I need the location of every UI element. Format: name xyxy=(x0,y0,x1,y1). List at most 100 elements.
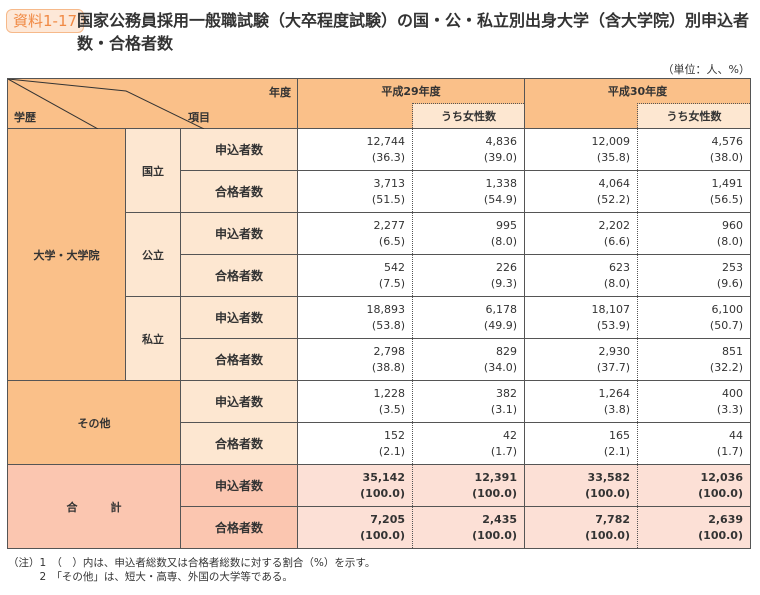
subcategory-cell: 私立 xyxy=(125,296,181,381)
data-cell: 12,391 (100.0) xyxy=(412,464,525,507)
footnote: （注）1 （ ）内は、申込者総数又は合格者総数に対する割合（%）を示す。 xyxy=(8,557,376,569)
count-value: 4,576 xyxy=(711,134,744,148)
count-value: 226 xyxy=(496,260,517,274)
year-header-h30: 平成30年度 xyxy=(524,78,751,104)
percent-value: (1.7) xyxy=(490,444,517,458)
percent-value: (6.6) xyxy=(603,234,630,248)
count-value: 2,639 xyxy=(708,512,743,526)
table-row: その他 申込者数 1,228 (3.5) 382 (3.1) 1,264 (3.8) 400 (3… xyxy=(7,380,751,465)
data-cell: 542 (7.5) xyxy=(297,254,413,297)
percent-value: (3.8) xyxy=(603,402,630,416)
data-cell: 3,713 (51.5) xyxy=(297,170,413,213)
data-cell: 44 (1.7) xyxy=(637,422,751,465)
percent-value: (49.9) xyxy=(483,318,517,332)
count-value: 995 xyxy=(496,218,517,232)
percent-value: (53.8) xyxy=(371,318,405,332)
count-value: 253 xyxy=(722,260,743,274)
data-cell: 2,798 (38.8) xyxy=(297,338,413,381)
education-header-label: 学歴 xyxy=(14,111,36,124)
data-cell: 18,893 (53.8) xyxy=(297,296,413,339)
table-row: 合格者数 3,713 (51.5) 1,338 (54.9) 4,064 (52.2) 1,4… xyxy=(8,170,751,213)
table-row: 大学・大学院 国立 申込者数 12,744 (36.3) 4,836 (39.0) 12,00… xyxy=(7,128,751,381)
count-value: 400 xyxy=(722,386,743,400)
data-cell: 7,205 (100.0) xyxy=(297,506,413,549)
header-spacer xyxy=(297,103,413,129)
data-cell: 2,202 (6.6) xyxy=(524,212,638,255)
percent-value: (3.1) xyxy=(490,402,517,416)
women-header-h30: うち女性数 xyxy=(637,103,751,129)
data-cell: 851 (32.2) xyxy=(637,338,751,381)
count-value: 7,782 xyxy=(595,512,630,526)
percent-value: (100.0) xyxy=(698,486,743,500)
percent-value: (100.0) xyxy=(472,486,517,500)
year-header-h29: 平成29年度 xyxy=(297,78,525,104)
item-label: 合格者数 xyxy=(180,506,298,549)
data-cell: 1,264 (3.8) xyxy=(524,380,638,423)
count-value: 3,713 xyxy=(373,176,406,190)
data-cell: 4,064 (52.2) xyxy=(524,170,638,213)
count-value: 6,178 xyxy=(485,302,518,316)
percent-value: (51.5) xyxy=(371,192,405,206)
item-label: 合格者数 xyxy=(180,254,298,297)
table-row: 合格者数 7,205 (100.0) 2,435 (100.0) 7,782 (100.0)… xyxy=(8,506,751,549)
count-value: 18,107 xyxy=(591,302,631,316)
item-label: 申込者数 xyxy=(180,380,298,423)
percent-value: (1.7) xyxy=(716,444,743,458)
data-cell: 1,338 (54.9) xyxy=(412,170,525,213)
count-value: 12,391 xyxy=(474,470,517,484)
percent-value: (2.1) xyxy=(378,444,405,458)
count-value: 6,100 xyxy=(711,302,744,316)
percent-value: (54.9) xyxy=(483,192,517,206)
data-cell: 4,576 (38.0) xyxy=(637,128,751,171)
data-cell: 7,782 (100.0) xyxy=(524,506,638,549)
percent-value: (50.7) xyxy=(709,318,743,332)
count-value: 12,009 xyxy=(591,134,631,148)
percent-value: (8.0) xyxy=(716,234,743,248)
subcategory-cell: 国立 xyxy=(125,128,181,213)
percent-value: (100.0) xyxy=(472,528,517,542)
data-cell: 2,930 (37.7) xyxy=(524,338,638,381)
count-value: 4,064 xyxy=(598,176,631,190)
data-table: 年度 学歴 項目 平成29年度 平成30年度 うち女性数 うち女性数 大学・大学… xyxy=(7,78,751,549)
percent-value: (9.6) xyxy=(716,276,743,290)
data-cell: 152 (2.1) xyxy=(297,422,413,465)
percent-value: (56.5) xyxy=(709,192,743,206)
count-value: 1,491 xyxy=(711,176,744,190)
count-value: 2,798 xyxy=(373,344,406,358)
percent-value: (39.0) xyxy=(483,150,517,164)
table-row: 合格者数 2,798 (38.8) 829 (34.0) 2,930 (37.7) 851 (3… xyxy=(8,338,751,381)
data-cell: 995 (8.0) xyxy=(412,212,525,255)
percent-value: (8.0) xyxy=(603,276,630,290)
category-total: 合 計 xyxy=(7,464,181,549)
item-label: 申込者数 xyxy=(180,212,298,255)
count-value: 7,205 xyxy=(370,512,405,526)
data-cell: 829 (34.0) xyxy=(412,338,525,381)
item-label: 合格者数 xyxy=(180,338,298,381)
data-cell: 165 (2.1) xyxy=(524,422,638,465)
table-row: 合 計申込者数 35,142 (100.0) 12,391 (100.0) 33,582 (… xyxy=(7,464,751,549)
data-cell: 12,744 (36.3) xyxy=(297,128,413,171)
count-value: 960 xyxy=(722,218,743,232)
count-value: 2,277 xyxy=(373,218,406,232)
item-header-label: 項目 xyxy=(188,111,210,124)
percent-value: (52.2) xyxy=(596,192,630,206)
data-cell: 35,142 (100.0) xyxy=(297,464,413,507)
year-header-label: 年度 xyxy=(269,86,291,99)
data-cell: 6,100 (50.7) xyxy=(637,296,751,339)
count-value: 382 xyxy=(496,386,517,400)
women-header-h29: うち女性数 xyxy=(412,103,525,129)
count-value: 18,893 xyxy=(366,302,406,316)
data-cell: 623 (8.0) xyxy=(524,254,638,297)
footnotes: （注）1 （ ）内は、申込者総数又は合格者総数に対する割合（%）を示す。 2 「… xyxy=(8,556,375,584)
item-label: 合格者数 xyxy=(180,170,298,213)
header-spacer xyxy=(524,103,638,129)
count-value: 152 xyxy=(384,428,405,442)
data-cell: 253 (9.6) xyxy=(637,254,751,297)
count-value: 12,744 xyxy=(366,134,406,148)
percent-value: (38.8) xyxy=(371,360,405,374)
percent-value: (36.3) xyxy=(371,150,405,164)
count-value: 851 xyxy=(722,344,743,358)
data-cell: 4,836 (39.0) xyxy=(412,128,525,171)
count-value: 44 xyxy=(729,428,743,442)
